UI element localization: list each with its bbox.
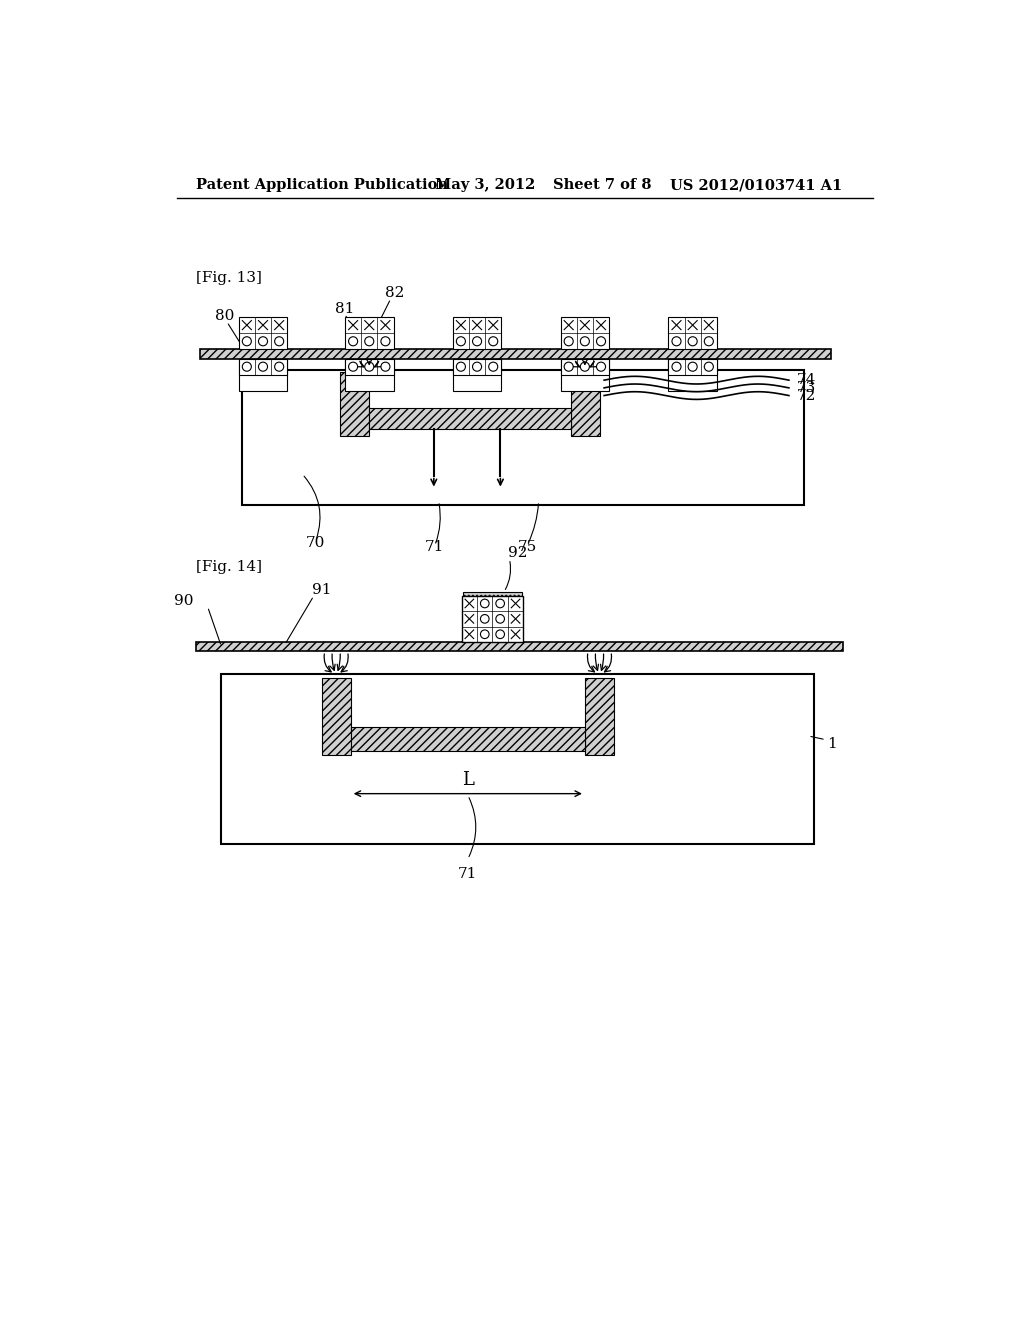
- Bar: [571, 372, 600, 436]
- Bar: [221, 675, 814, 843]
- Bar: [585, 678, 614, 755]
- Bar: [239, 317, 288, 350]
- Bar: [453, 359, 502, 375]
- Bar: [669, 359, 717, 391]
- Bar: [345, 359, 393, 391]
- Bar: [462, 595, 523, 642]
- Text: [Fig. 13]: [Fig. 13]: [196, 271, 262, 285]
- Bar: [560, 359, 609, 375]
- Bar: [370, 408, 571, 429]
- Text: L: L: [462, 771, 474, 789]
- Bar: [560, 359, 609, 391]
- Bar: [322, 678, 351, 755]
- Bar: [669, 317, 717, 350]
- Text: 71: 71: [458, 867, 477, 882]
- Bar: [453, 359, 502, 391]
- Bar: [243, 370, 804, 506]
- Bar: [345, 317, 393, 350]
- Text: 70: 70: [306, 536, 325, 550]
- Bar: [200, 350, 831, 359]
- Text: 72: 72: [797, 388, 816, 403]
- Text: May 3, 2012: May 3, 2012: [435, 178, 536, 193]
- Text: 71: 71: [425, 540, 444, 554]
- Text: Patent Application Publication: Patent Application Publication: [196, 178, 449, 193]
- Text: 91: 91: [311, 582, 331, 597]
- Bar: [340, 372, 370, 436]
- Bar: [669, 359, 717, 375]
- Bar: [453, 317, 502, 350]
- Text: US 2012/0103741 A1: US 2012/0103741 A1: [670, 178, 842, 193]
- Bar: [560, 317, 609, 350]
- Text: 75: 75: [517, 540, 537, 554]
- Text: 92: 92: [508, 546, 527, 561]
- Text: 90: 90: [174, 594, 194, 609]
- Text: Sheet 7 of 8: Sheet 7 of 8: [553, 178, 651, 193]
- Bar: [351, 726, 585, 751]
- Bar: [345, 359, 393, 375]
- Text: 81: 81: [335, 301, 354, 315]
- Bar: [239, 359, 288, 375]
- Text: [Fig. 14]: [Fig. 14]: [196, 560, 262, 573]
- Text: 82: 82: [385, 286, 404, 300]
- Text: 73: 73: [797, 381, 816, 395]
- Bar: [239, 359, 288, 391]
- Bar: [463, 591, 521, 595]
- Text: 1: 1: [827, 737, 838, 751]
- Bar: [196, 642, 843, 651]
- Text: 80: 80: [215, 309, 234, 323]
- Text: 74: 74: [797, 374, 816, 387]
